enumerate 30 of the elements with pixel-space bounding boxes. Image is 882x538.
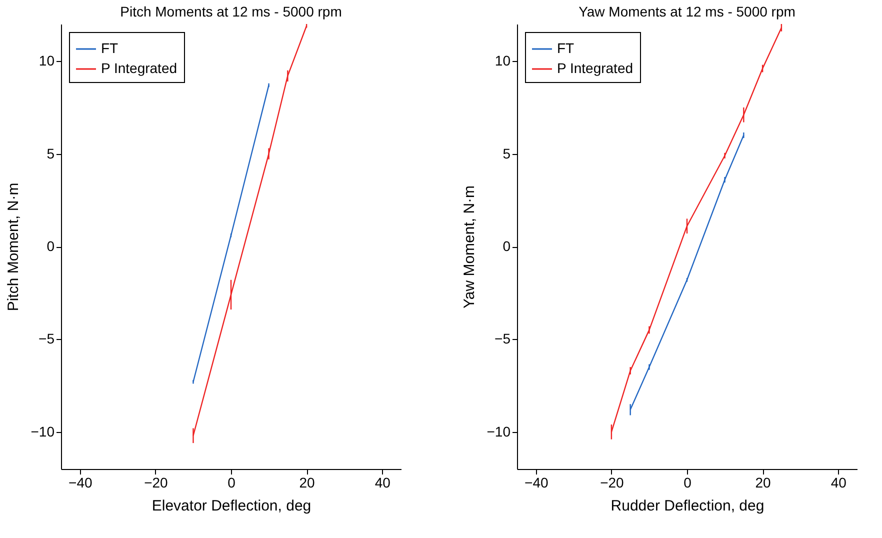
x-tick-label: −20: [144, 474, 168, 490]
y-tick-label: −5: [38, 330, 55, 347]
x-tick-label: 40: [374, 474, 391, 490]
x-tick-label: 40: [830, 474, 847, 490]
y-tick-label: 5: [502, 145, 511, 162]
x-tick-label: 20: [299, 474, 316, 490]
legend-label: P Integrated: [557, 60, 634, 76]
y-tick-label: −10: [486, 423, 511, 440]
y-tick-label: −5: [494, 330, 511, 347]
y-tick-label: 0: [502, 238, 511, 254]
x-tick-label: 0: [228, 474, 236, 490]
chart-title: Pitch Moments at 12 ms - 5000 rpm: [120, 3, 342, 20]
x-tick-label: −40: [524, 474, 548, 490]
x-tick-label: −40: [68, 474, 92, 490]
legend-label: FT: [101, 40, 119, 56]
x-tick-label: −20: [600, 474, 624, 490]
y-tick-label: −10: [30, 423, 55, 440]
y-axis-title: Yaw Moment, N·m: [460, 185, 478, 309]
y-axis-title: Pitch Moment, N·m: [4, 182, 22, 312]
x-axis-title: Rudder Deflection, deg: [610, 498, 764, 514]
x-axis-title: Elevator Deflection, deg: [152, 498, 312, 514]
x-tick-label: 0: [684, 474, 692, 490]
y-tick-label: 10: [494, 52, 511, 69]
y-tick-label: 10: [38, 52, 55, 69]
y-tick-label: 0: [46, 238, 55, 254]
x-tick-label: 20: [755, 474, 772, 490]
legend-label: FT: [557, 40, 575, 56]
y-tick-label: 5: [46, 145, 55, 162]
legend-label: P Integrated: [101, 60, 178, 76]
chart-title: Yaw Moments at 12 ms - 5000 rpm: [578, 3, 796, 20]
